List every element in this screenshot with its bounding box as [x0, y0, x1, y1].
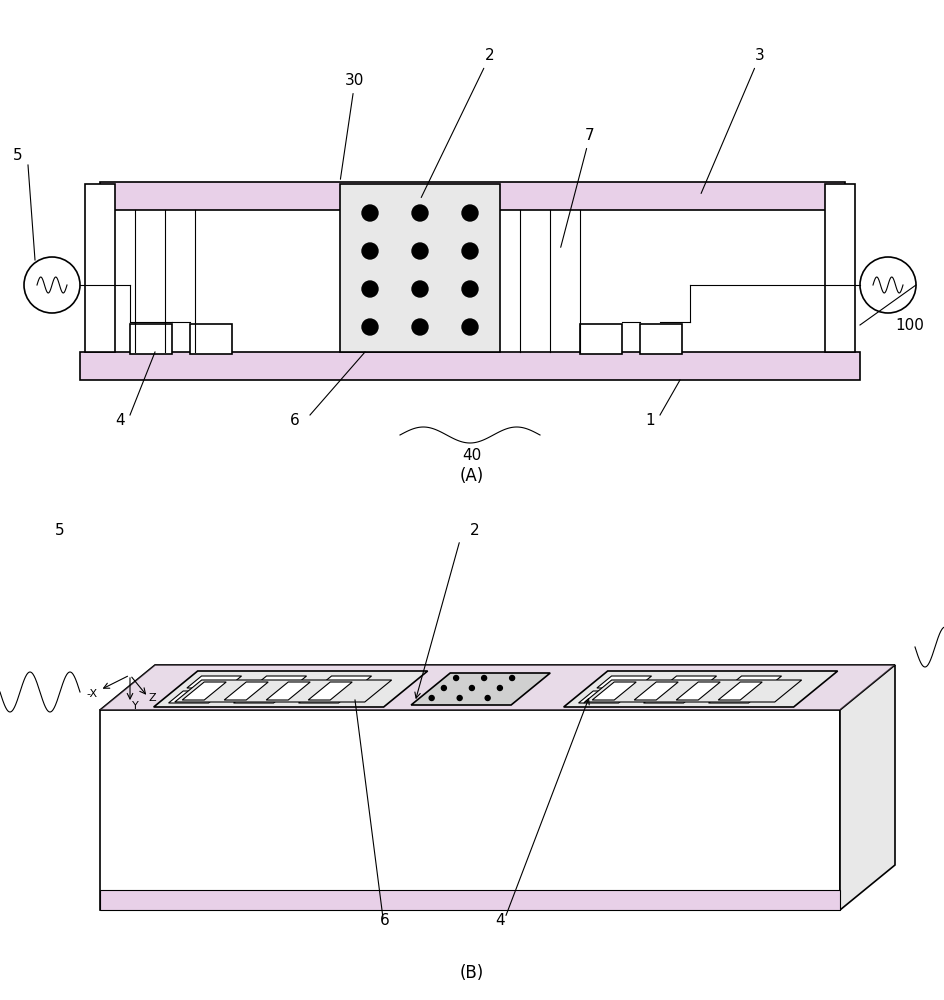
- Polygon shape: [225, 682, 268, 700]
- FancyBboxPatch shape: [130, 324, 172, 354]
- Circle shape: [462, 281, 478, 297]
- Circle shape: [412, 319, 428, 335]
- FancyBboxPatch shape: [190, 324, 232, 354]
- Polygon shape: [100, 890, 840, 910]
- Text: 40: 40: [463, 448, 481, 463]
- Circle shape: [860, 257, 916, 313]
- Text: 7: 7: [561, 128, 595, 247]
- Circle shape: [412, 205, 428, 221]
- Polygon shape: [169, 691, 223, 703]
- Circle shape: [442, 686, 447, 690]
- Polygon shape: [187, 676, 242, 688]
- Text: Y: Y: [131, 701, 139, 711]
- Circle shape: [485, 696, 490, 700]
- Text: 30: 30: [341, 73, 364, 179]
- Text: 6: 6: [290, 413, 300, 428]
- Polygon shape: [100, 665, 895, 710]
- FancyBboxPatch shape: [825, 184, 855, 352]
- Polygon shape: [597, 676, 651, 688]
- Polygon shape: [100, 665, 895, 710]
- Polygon shape: [266, 682, 311, 700]
- Text: -X: -X: [87, 689, 97, 699]
- Circle shape: [24, 257, 80, 313]
- Polygon shape: [676, 682, 720, 700]
- Polygon shape: [584, 680, 801, 702]
- Polygon shape: [309, 682, 352, 700]
- Polygon shape: [317, 676, 372, 688]
- FancyBboxPatch shape: [100, 182, 845, 210]
- FancyBboxPatch shape: [80, 352, 860, 380]
- Polygon shape: [564, 671, 837, 707]
- FancyBboxPatch shape: [85, 184, 115, 352]
- FancyBboxPatch shape: [580, 324, 622, 354]
- Polygon shape: [644, 691, 699, 703]
- Circle shape: [412, 243, 428, 259]
- Polygon shape: [634, 682, 678, 700]
- Text: 5: 5: [13, 148, 23, 163]
- Text: 2: 2: [421, 48, 495, 198]
- Text: 100: 100: [895, 318, 924, 333]
- Text: 2: 2: [470, 523, 480, 538]
- Text: 4: 4: [115, 413, 125, 428]
- Circle shape: [462, 205, 478, 221]
- Circle shape: [362, 205, 378, 221]
- Text: 1: 1: [645, 413, 655, 428]
- Circle shape: [362, 243, 378, 259]
- Circle shape: [462, 243, 478, 259]
- Text: Z: Z: [148, 693, 156, 703]
- Circle shape: [481, 676, 486, 680]
- Polygon shape: [411, 673, 550, 705]
- Circle shape: [462, 319, 478, 335]
- Polygon shape: [182, 682, 227, 700]
- FancyBboxPatch shape: [340, 184, 500, 352]
- Polygon shape: [154, 671, 428, 707]
- Polygon shape: [709, 691, 763, 703]
- Polygon shape: [233, 691, 288, 703]
- Polygon shape: [727, 676, 782, 688]
- Polygon shape: [298, 691, 353, 703]
- Circle shape: [469, 686, 475, 690]
- Circle shape: [412, 281, 428, 297]
- Circle shape: [454, 676, 459, 680]
- Text: 6: 6: [380, 913, 390, 928]
- Circle shape: [510, 676, 514, 680]
- Text: (A): (A): [460, 467, 484, 485]
- Text: 3: 3: [701, 48, 765, 193]
- Polygon shape: [718, 682, 762, 700]
- Circle shape: [430, 696, 434, 700]
- Circle shape: [362, 319, 378, 335]
- Circle shape: [362, 281, 378, 297]
- FancyBboxPatch shape: [640, 324, 682, 354]
- Circle shape: [497, 686, 502, 690]
- Polygon shape: [662, 676, 716, 688]
- Text: 5: 5: [55, 523, 64, 538]
- Polygon shape: [840, 665, 895, 910]
- Polygon shape: [592, 682, 636, 700]
- Circle shape: [457, 696, 463, 700]
- Polygon shape: [579, 691, 633, 703]
- Text: 4: 4: [496, 913, 505, 928]
- Polygon shape: [100, 710, 840, 910]
- Text: (B): (B): [460, 964, 484, 982]
- Polygon shape: [175, 680, 392, 702]
- Polygon shape: [252, 676, 307, 688]
